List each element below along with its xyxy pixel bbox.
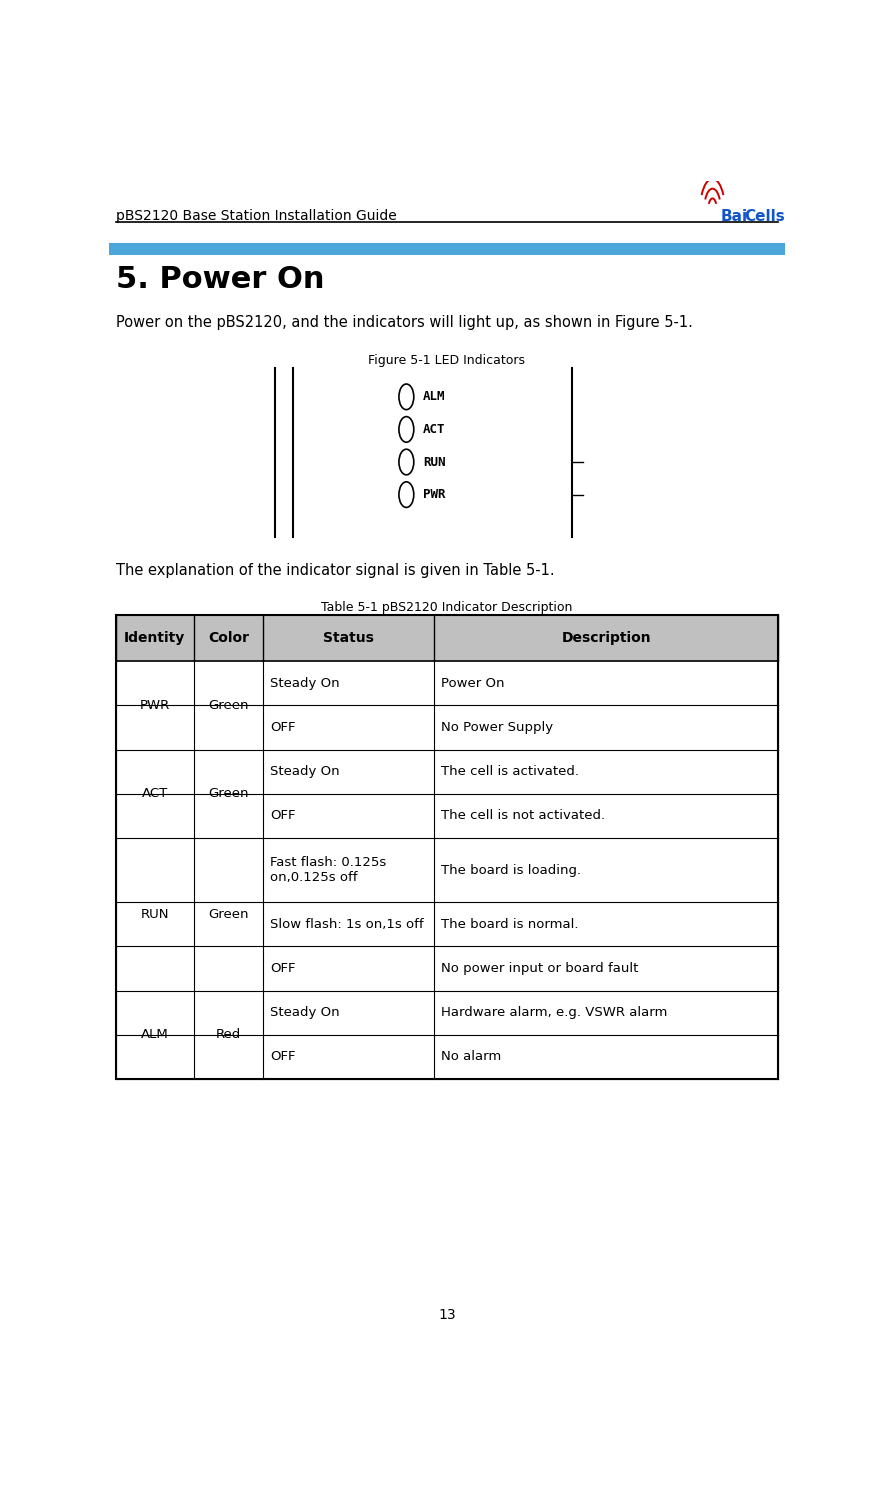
Text: PWR: PWR (140, 699, 170, 712)
Text: No power input or board fault: No power input or board fault (441, 962, 638, 975)
Text: PWR: PWR (423, 488, 446, 500)
Text: 5. Power On: 5. Power On (116, 265, 324, 295)
Text: OFF: OFF (270, 962, 296, 975)
Text: Figure 5-1 LED Indicators: Figure 5-1 LED Indicators (368, 354, 526, 367)
Text: ALM: ALM (423, 390, 446, 404)
Text: ALM: ALM (141, 1028, 168, 1042)
Text: Table 5-1 pBS2120 Indicator Description: Table 5-1 pBS2120 Indicator Description (321, 600, 573, 614)
Text: Steady On: Steady On (270, 1005, 340, 1019)
Text: No Power Supply: No Power Supply (441, 721, 553, 733)
Text: Description: Description (562, 631, 651, 644)
Text: The cell is activated.: The cell is activated. (441, 765, 579, 779)
Text: Slow flash: 1s on,1s off: Slow flash: 1s on,1s off (270, 918, 424, 931)
Text: RUN: RUN (140, 907, 169, 921)
Text: Green: Green (208, 699, 249, 712)
Text: The explanation of the indicator signal is given in Table 5-1.: The explanation of the indicator signal … (116, 564, 555, 578)
FancyBboxPatch shape (109, 243, 785, 256)
Text: Power On: Power On (441, 677, 505, 689)
Text: The cell is not activated.: The cell is not activated. (441, 809, 605, 823)
Text: OFF: OFF (270, 1051, 296, 1063)
Text: Color: Color (208, 631, 249, 644)
Text: OFF: OFF (270, 809, 296, 823)
Text: Power on the pBS2120, and the indicators will light up, as shown in Figure 5-1.: Power on the pBS2120, and the indicators… (116, 316, 692, 330)
Text: Identity: Identity (124, 631, 186, 644)
Text: Green: Green (208, 907, 249, 921)
Text: Hardware alarm, e.g. VSWR alarm: Hardware alarm, e.g. VSWR alarm (441, 1005, 667, 1019)
Text: Bai: Bai (720, 209, 747, 224)
Text: The board is normal.: The board is normal. (441, 918, 579, 931)
FancyBboxPatch shape (116, 614, 778, 661)
Text: OFF: OFF (270, 721, 296, 733)
Text: Fast flash: 0.125s
on,0.125s off: Fast flash: 0.125s on,0.125s off (270, 856, 386, 885)
Text: ACT: ACT (423, 423, 446, 435)
Text: The board is loading.: The board is loading. (441, 863, 582, 877)
Text: No alarm: No alarm (441, 1051, 501, 1063)
Text: Red: Red (216, 1028, 242, 1042)
Text: Steady On: Steady On (270, 677, 340, 689)
Text: RUN: RUN (423, 455, 446, 469)
Text: pBS2120 Base Station Installation Guide: pBS2120 Base Station Installation Guide (116, 209, 397, 224)
Text: Cells: Cells (744, 209, 785, 224)
Text: Status: Status (324, 631, 374, 644)
Text: Green: Green (208, 788, 249, 800)
Text: Steady On: Steady On (270, 765, 340, 779)
Text: 13: 13 (438, 1308, 456, 1323)
Text: ACT: ACT (142, 788, 168, 800)
